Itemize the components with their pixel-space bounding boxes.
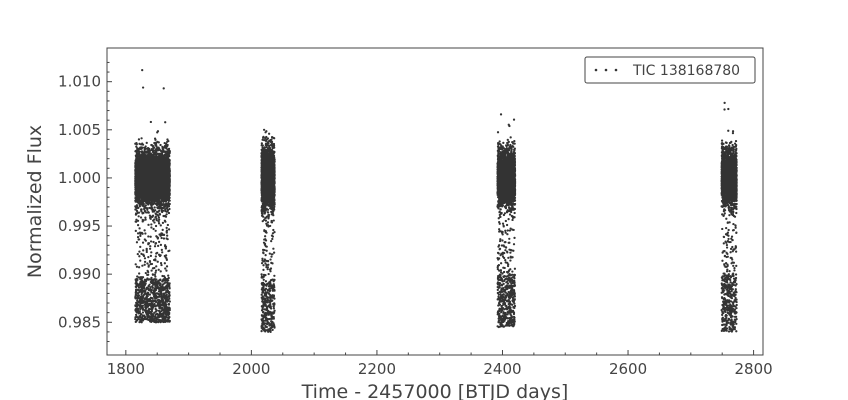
y-axis-label: Normalized Flux bbox=[24, 125, 46, 278]
legend-dot bbox=[614, 68, 618, 72]
y-tick-label: 0.995 bbox=[58, 217, 101, 235]
x-axis: 1800 2000 2200 2400 2600 2800 bbox=[107, 350, 773, 378]
legend-box bbox=[584, 56, 756, 84]
x-tick-label: 2200 bbox=[358, 360, 396, 378]
legend-marker-icon bbox=[594, 68, 618, 72]
x-tick-label: 2400 bbox=[483, 360, 521, 378]
x-tick-label: 2800 bbox=[734, 360, 772, 378]
legend: TIC 138168780 bbox=[584, 56, 756, 84]
data-points bbox=[134, 69, 738, 333]
plot-frame bbox=[106, 47, 764, 356]
x-axis-label: Time - 2457000 [BTJD days] bbox=[301, 381, 569, 400]
x-tick-label: 2000 bbox=[232, 360, 270, 378]
x-tick-label: 2600 bbox=[609, 360, 647, 378]
flux-points bbox=[134, 69, 738, 333]
y-tick-label: 1.000 bbox=[58, 169, 101, 187]
y-tick-label: 1.005 bbox=[58, 121, 101, 139]
y-tick-label: 0.990 bbox=[58, 265, 101, 283]
legend-dot bbox=[604, 68, 608, 72]
y-tick-label: 0.985 bbox=[58, 313, 101, 331]
y-axis: 0.985 0.990 0.995 1.000 1.005 1.010 bbox=[58, 61, 112, 343]
legend-dot bbox=[594, 68, 598, 72]
legend-entry: TIC 138168780 bbox=[632, 63, 740, 79]
y-tick-label: 1.010 bbox=[58, 73, 101, 91]
x-tick-label: 1800 bbox=[107, 360, 145, 378]
